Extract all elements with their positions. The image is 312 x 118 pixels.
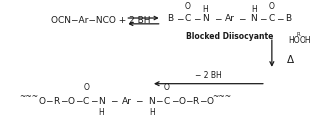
Text: C: C <box>185 14 191 23</box>
Text: − 2 BH: − 2 BH <box>195 71 222 80</box>
Text: −: − <box>75 97 82 106</box>
Text: O: O <box>268 2 274 11</box>
Text: N: N <box>98 97 105 106</box>
Text: −: − <box>176 14 183 23</box>
Text: O: O <box>207 97 213 106</box>
Text: −: − <box>193 14 200 23</box>
Text: N: N <box>202 14 209 23</box>
Text: R: R <box>53 97 59 106</box>
Text: −: − <box>238 14 246 23</box>
Text: ~~~: ~~~ <box>19 92 38 101</box>
Text: −: − <box>171 97 178 106</box>
Text: −: − <box>60 97 67 106</box>
Text: H: H <box>202 5 208 14</box>
Text: −: − <box>155 97 163 106</box>
Text: C: C <box>163 97 170 106</box>
Text: HO: HO <box>289 36 300 45</box>
Text: OH: OH <box>300 36 312 45</box>
Text: N: N <box>148 97 155 106</box>
Text: O: O <box>164 83 170 92</box>
Text: H: H <box>149 108 154 117</box>
Text: C: C <box>83 97 89 106</box>
Text: H: H <box>251 5 256 14</box>
Text: O: O <box>178 97 185 106</box>
Text: Ar: Ar <box>225 14 235 23</box>
Text: N: N <box>250 14 257 23</box>
Text: R: R <box>193 97 199 106</box>
Text: −: − <box>185 97 193 106</box>
Text: −: − <box>45 97 53 106</box>
Text: −: − <box>135 97 143 106</box>
Text: −: − <box>90 97 97 106</box>
Text: B: B <box>285 14 291 23</box>
Text: H: H <box>98 108 104 117</box>
Text: R: R <box>296 32 300 37</box>
Text: −: − <box>276 14 284 23</box>
Text: −: − <box>214 14 221 23</box>
Text: O: O <box>83 83 89 92</box>
Text: B: B <box>168 14 174 23</box>
Text: C: C <box>268 14 274 23</box>
Text: −: − <box>110 97 118 106</box>
Text: O: O <box>185 2 191 11</box>
Text: OCN−Ar−NCO + 2 BH: OCN−Ar−NCO + 2 BH <box>51 16 151 25</box>
Text: O: O <box>39 97 46 106</box>
Text: ~~~: ~~~ <box>212 92 232 101</box>
Text: −: − <box>199 97 207 106</box>
Text: −: − <box>259 14 266 23</box>
Text: O: O <box>67 97 75 106</box>
Text: Ar: Ar <box>122 97 132 106</box>
Text: Blocked Diisocyante: Blocked Diisocyante <box>186 32 273 40</box>
Text: Δ: Δ <box>286 55 294 65</box>
